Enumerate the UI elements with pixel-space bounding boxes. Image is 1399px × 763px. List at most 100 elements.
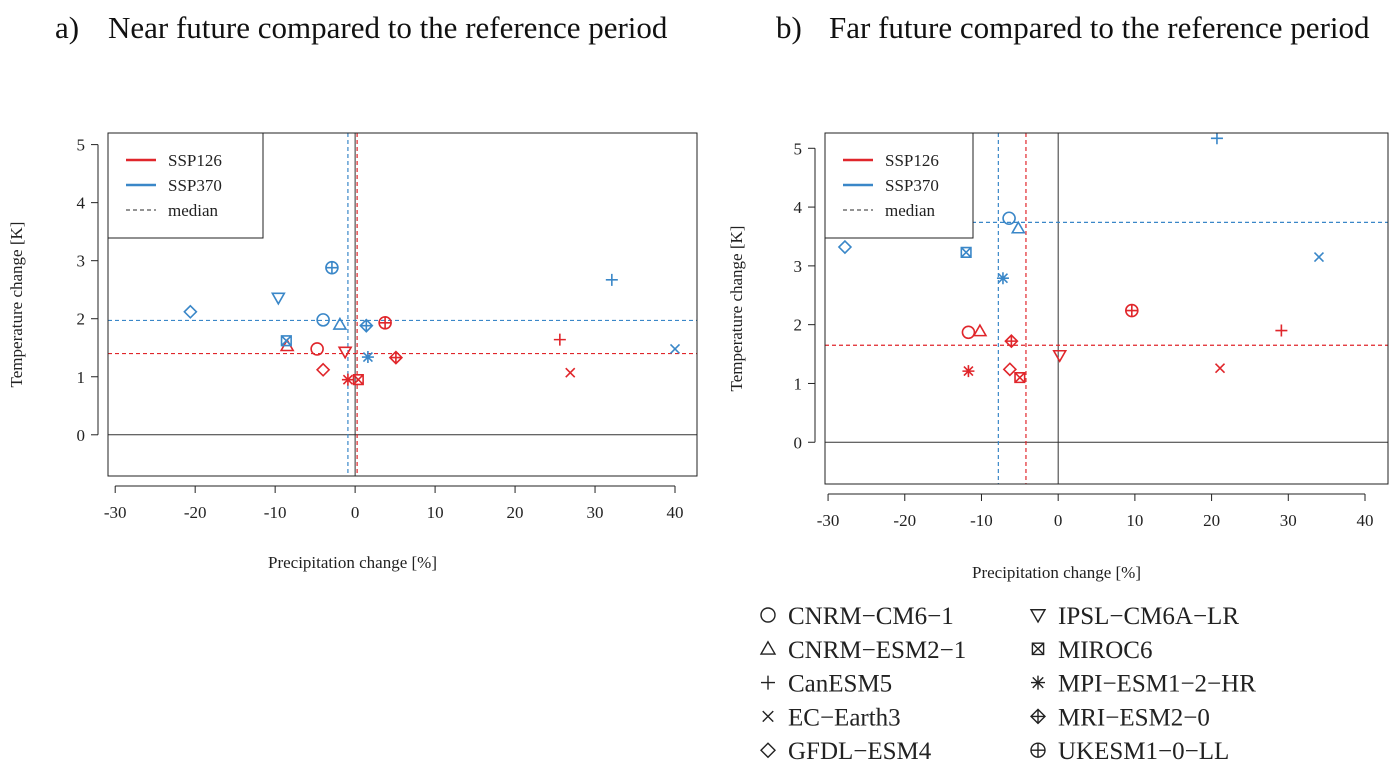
data-point <box>337 346 353 360</box>
legend-label: SSP370 <box>885 176 939 195</box>
data-point <box>1014 371 1026 384</box>
x-tick-label: 40 <box>667 503 684 522</box>
data-point <box>837 239 853 255</box>
panel-label: a) <box>55 10 80 45</box>
legend-label: MIROC6 <box>1058 637 1152 664</box>
y-tick-label: 1 <box>77 368 86 387</box>
legend-label: CNRM−CM6−1 <box>788 603 954 630</box>
y-tick-label: 2 <box>77 310 86 329</box>
data-point <box>361 351 374 364</box>
x-tick-label: 0 <box>351 503 360 522</box>
data-point <box>359 318 374 333</box>
data-point <box>1214 363 1226 374</box>
data-point <box>183 304 198 319</box>
legend-label: median <box>168 201 219 220</box>
data-point <box>1125 303 1139 318</box>
legend-label: EC−Earth3 <box>788 704 901 731</box>
y-tick-label: 5 <box>77 136 86 155</box>
y-tick-label: 3 <box>794 257 803 276</box>
data-point <box>962 365 975 378</box>
data-point <box>280 335 292 347</box>
panel-title: Near future compared to the reference pe… <box>108 10 668 45</box>
legend-label: SSP370 <box>168 176 222 195</box>
data-point <box>341 373 354 386</box>
x-tick-label: 0 <box>1054 511 1063 530</box>
legend-marker <box>1031 642 1045 656</box>
data-point <box>1004 333 1019 349</box>
legend-label: SSP126 <box>885 151 939 170</box>
x-tick-label: 10 <box>427 503 444 522</box>
x-tick-label: -30 <box>817 511 840 530</box>
data-point <box>1052 349 1068 363</box>
data-point <box>1002 362 1017 377</box>
data-point <box>605 273 618 286</box>
y-tick-label: 0 <box>77 426 86 445</box>
data-point <box>1002 211 1016 226</box>
legend-marker <box>759 640 777 655</box>
y-tick-label: 5 <box>794 139 803 158</box>
data-point <box>1210 133 1223 145</box>
data-point <box>972 323 988 337</box>
data-point <box>669 343 681 354</box>
data-point <box>270 292 286 306</box>
panel-title: Far future compared to the reference per… <box>829 10 1370 45</box>
x-tick-label: 20 <box>507 503 524 522</box>
legend-marker <box>1031 675 1045 690</box>
legend-label: CNRM−ESM2−1 <box>788 637 966 664</box>
plot-area <box>108 133 697 476</box>
x-tick-label: 30 <box>587 503 604 522</box>
data-point <box>388 350 404 365</box>
x-tick-label: -10 <box>970 511 993 530</box>
x-tick-label: -20 <box>184 503 207 522</box>
data-point <box>315 362 331 377</box>
legend-label: CanESM5 <box>788 671 892 698</box>
legend-marker <box>1029 609 1047 624</box>
data-point <box>1275 324 1288 337</box>
legend-label: IPSL−CM6A−LR <box>1058 603 1239 630</box>
legend-marker <box>762 710 774 723</box>
data-point <box>352 374 364 386</box>
y-tick-label: 0 <box>794 433 803 452</box>
x-axis-label: Precipitation change [%] <box>972 563 1141 582</box>
legend-label: SSP126 <box>168 151 222 170</box>
legend-label: MRI−ESM2−0 <box>1058 704 1210 731</box>
data-point <box>553 333 566 346</box>
x-axis-label: Precipitation change [%] <box>268 553 437 572</box>
y-axis-label: Temperature change [K] <box>7 222 26 388</box>
legend-label: GFDL−ESM4 <box>788 738 932 763</box>
x-tick-label: -20 <box>893 511 916 530</box>
x-tick-label: -30 <box>104 503 127 522</box>
legend-label: MPI−ESM1−2−HR <box>1058 671 1256 698</box>
x-tick-label: 30 <box>1280 511 1297 530</box>
y-tick-label: 4 <box>77 194 86 213</box>
data-point <box>316 313 330 327</box>
y-tick-label: 1 <box>794 374 803 393</box>
data-point <box>1010 220 1026 234</box>
legend-marker <box>760 742 776 759</box>
y-tick-label: 2 <box>794 316 803 335</box>
data-point <box>325 260 339 275</box>
y-tick-label: 4 <box>794 198 803 217</box>
data-point <box>961 325 976 340</box>
data-point <box>996 272 1009 285</box>
data-point <box>310 342 324 356</box>
x-tick-label: 10 <box>1126 511 1143 530</box>
x-tick-label: 40 <box>1356 511 1373 530</box>
legend-label: median <box>885 201 936 220</box>
legend-marker <box>1030 708 1046 725</box>
data-point <box>565 367 576 378</box>
plot-frame <box>824 132 1389 485</box>
legend-marker <box>760 607 776 623</box>
y-axis-label: Temperature change [K] <box>727 226 746 392</box>
legend-label: UKESM1−0−LL <box>1058 738 1229 763</box>
y-tick-label: 3 <box>77 252 86 271</box>
panel-label: b) <box>776 10 802 45</box>
x-tick-label: -10 <box>264 503 287 522</box>
legend-marker <box>1030 742 1046 758</box>
data-point <box>332 316 348 330</box>
legend-marker <box>761 675 775 690</box>
plot-frame <box>107 132 698 477</box>
x-tick-label: 20 <box>1203 511 1220 530</box>
